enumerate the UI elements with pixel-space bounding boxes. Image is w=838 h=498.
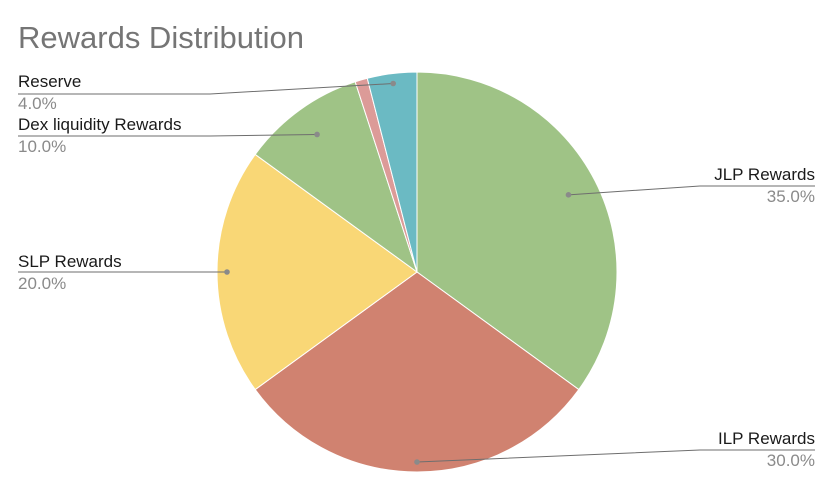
pie-slice: [366, 71, 418, 273]
leader-dot: [414, 459, 420, 465]
slice-value-label: 30.0%: [767, 451, 815, 470]
leader-line: [18, 82, 394, 95]
pie-slice: [416, 71, 618, 391]
leader-dot: [565, 192, 572, 198]
slice-value-label: 20.0%: [18, 274, 66, 293]
chart-title: Rewards Distribution: [18, 20, 304, 55]
leader-dot: [224, 269, 230, 275]
slice-value-label: 4.0%: [18, 94, 57, 113]
leader-line: [18, 133, 318, 137]
pie-slice: [254, 81, 418, 274]
leader-dot: [390, 80, 396, 87]
leader-line: [568, 185, 815, 196]
slice-value-label: 10.0%: [18, 137, 66, 156]
leader-line: [416, 449, 815, 463]
slice-label: SLP Rewards: [18, 252, 122, 271]
slice-label: JLP Rewards: [714, 165, 815, 184]
slice-label: ILP Rewards: [718, 429, 815, 448]
slice-value-label: 35.0%: [767, 187, 815, 206]
leader-dot: [314, 131, 320, 138]
slice-label: Dex liquidity Rewards: [18, 115, 181, 134]
pie-slice: [254, 271, 580, 473]
slice-label: Reserve: [18, 72, 81, 91]
